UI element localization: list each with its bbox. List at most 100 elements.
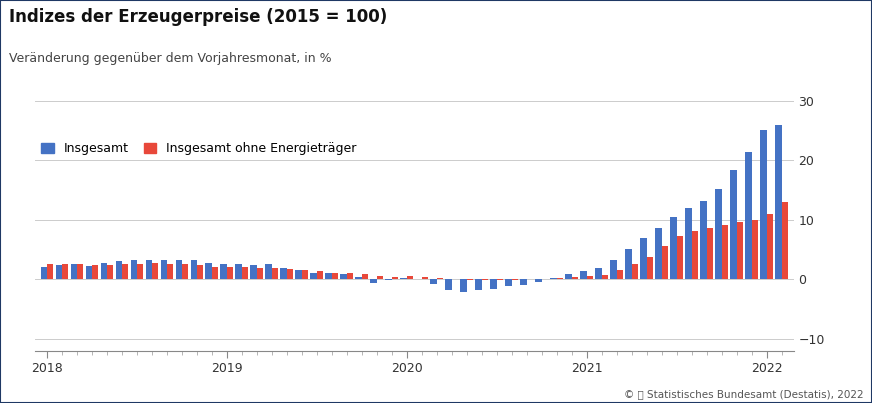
Bar (781, 202, 787, 279)
Bar (146, 260, 152, 279)
Bar (446, 279, 452, 291)
Bar (287, 269, 293, 279)
Bar (581, 271, 587, 279)
Bar (460, 279, 467, 292)
Bar (272, 268, 278, 279)
Bar (631, 264, 638, 279)
Bar (721, 225, 728, 279)
Bar (700, 201, 706, 279)
Bar (206, 263, 212, 279)
Bar (92, 266, 99, 279)
Bar (256, 268, 263, 279)
Bar (175, 260, 181, 279)
Bar (107, 265, 113, 279)
Bar (281, 268, 287, 279)
Bar (760, 130, 766, 279)
Legend: Insgesamt, Insgesamt ohne Energieträger: Insgesamt, Insgesamt ohne Energieträger (41, 142, 357, 155)
Bar (385, 279, 392, 280)
Bar (362, 274, 368, 279)
Bar (212, 267, 218, 279)
Bar (602, 275, 608, 279)
Bar (512, 279, 518, 280)
Bar (77, 264, 83, 279)
Bar (100, 263, 107, 279)
Bar (190, 260, 197, 279)
Bar (752, 220, 758, 279)
Bar (775, 125, 781, 279)
Bar (317, 272, 323, 279)
Bar (371, 279, 377, 283)
Bar (340, 274, 347, 279)
Bar (221, 264, 227, 279)
Bar (152, 263, 158, 279)
Bar (227, 267, 233, 279)
Bar (415, 278, 422, 279)
Bar (431, 279, 437, 284)
Bar (671, 217, 677, 279)
Bar (116, 261, 122, 279)
Bar (197, 266, 203, 279)
Bar (310, 272, 317, 279)
Bar (41, 267, 47, 279)
Bar (746, 152, 752, 279)
Text: Indizes der Erzeugerpreise (2015 = 100): Indizes der Erzeugerpreise (2015 = 100) (9, 8, 387, 26)
Text: © 📊 Statistisches Bundesamt (Destatis), 2022: © 📊 Statistisches Bundesamt (Destatis), … (623, 389, 863, 399)
Bar (296, 270, 302, 279)
Bar (71, 264, 77, 279)
Bar (647, 257, 653, 279)
Bar (572, 277, 578, 279)
Bar (167, 264, 174, 279)
Bar (715, 189, 721, 279)
Bar (131, 260, 137, 279)
Bar (737, 222, 743, 279)
Bar (400, 278, 406, 279)
Bar (122, 264, 128, 279)
Bar (325, 273, 331, 279)
Bar (535, 279, 542, 282)
Bar (250, 265, 256, 279)
Bar (706, 228, 712, 279)
Text: Veränderung gegenüber dem Vorjahresmonat, in %: Veränderung gegenüber dem Vorjahresmonat… (9, 52, 331, 65)
Bar (685, 208, 691, 279)
Bar (677, 236, 683, 279)
Bar (625, 249, 631, 279)
Bar (730, 170, 737, 279)
Bar (497, 279, 503, 280)
Bar (640, 238, 647, 279)
Bar (596, 268, 602, 279)
Bar (302, 270, 308, 279)
Bar (662, 246, 668, 279)
Bar (347, 273, 353, 279)
Bar (467, 279, 473, 280)
Bar (235, 264, 242, 279)
Bar (331, 272, 338, 279)
Bar (422, 277, 428, 279)
Bar (481, 279, 488, 280)
Bar (377, 276, 383, 279)
Bar (406, 276, 413, 279)
Bar (437, 278, 443, 279)
Bar (617, 270, 623, 279)
Bar (56, 265, 62, 279)
Bar (655, 228, 662, 279)
Bar (356, 277, 362, 279)
Bar (181, 264, 188, 279)
Bar (587, 276, 593, 279)
Bar (160, 260, 167, 279)
Bar (565, 274, 572, 279)
Bar (550, 278, 556, 279)
Bar (137, 264, 143, 279)
Bar (62, 264, 68, 279)
Bar (475, 279, 481, 290)
Bar (392, 277, 398, 279)
Bar (242, 267, 248, 279)
Bar (85, 266, 92, 279)
Bar (47, 264, 53, 279)
Bar (521, 279, 527, 285)
Bar (610, 260, 617, 279)
Bar (766, 214, 773, 279)
Bar (506, 279, 512, 286)
Bar (556, 278, 563, 279)
Bar (490, 279, 497, 289)
Bar (265, 264, 272, 279)
